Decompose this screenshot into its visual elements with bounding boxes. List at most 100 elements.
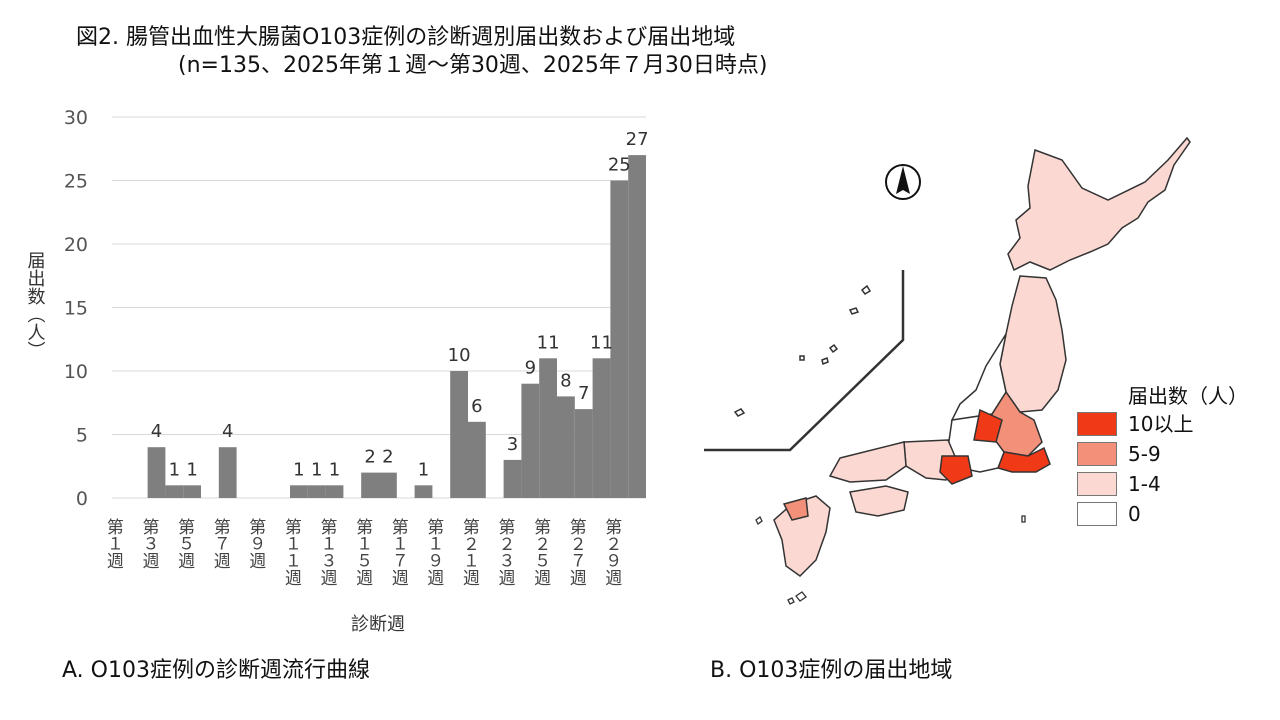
legend-swatch [1077,442,1117,466]
legend-swatch [1077,502,1117,526]
legend-swatch [1077,412,1117,436]
x-tick-label: 第９週 [245,518,265,569]
data-label: 6 [471,396,482,417]
data-label: 1 [329,459,340,480]
bar [610,180,629,498]
data-label: 2 [382,447,393,468]
data-label: 25 [608,155,631,176]
figure-title: 図2. 腸管出血性大腸菌O103症例の診断週別届出数および届出地域 (n=135… [76,24,768,80]
x-tick-label: 第２７週 [566,518,587,586]
data-label: 10 [448,345,471,366]
data-label: 11 [537,332,560,353]
data-label: 3 [507,434,518,455]
x-tick-label: 第１３週 [317,518,338,586]
x-tick-label: 第１週 [103,518,124,569]
data-label: 27 [626,129,649,150]
data-label: 9 [525,358,536,379]
legend-title: 届出数（人） [1128,384,1248,408]
legend-swatch [1077,472,1117,496]
legend-label: 10以上 [1128,412,1194,436]
legend-label: 1-4 [1128,472,1161,496]
kyushu-region [773,495,831,577]
data-label: 1 [293,459,304,480]
bar [165,485,184,498]
tohoku-region [999,275,1067,413]
x-tick-label: 第１１週 [281,518,302,586]
x-tick-label: 第２５週 [530,518,551,586]
data-label: 4 [151,421,162,442]
okinawa-inset-frame [704,270,905,452]
bars [147,155,646,498]
x-tick-label: 第２３週 [495,518,516,586]
y-tick-label: 20 [64,234,88,256]
bar [468,421,486,498]
bar [628,155,646,498]
legend-item: 10以上 [1074,410,1280,438]
data-label: 1 [418,459,429,480]
legend-label: 0 [1128,502,1141,526]
tokai-region [973,408,1003,443]
bar [557,396,575,498]
shikoku-region [849,485,909,517]
x-tick-label: 第１９週 [423,518,444,586]
bar [450,371,468,498]
x-tick-label: 第５週 [174,518,195,569]
data-label: 7 [578,383,589,404]
fukuoka-region [782,497,809,521]
map-caption: B. O103症例の届出地域 [710,658,953,683]
kinki-red-region [939,455,973,485]
bar [183,485,201,498]
legend-item: 0 [1074,500,1280,528]
data-label: 1 [169,459,180,480]
legend-label: 5-9 [1128,442,1161,466]
x-tick-label: 第１５週 [352,518,373,586]
bar [361,472,379,498]
y-tick-label: 30 [64,107,88,129]
x-tick-label: 第２１週 [459,518,480,586]
data-label: 11 [590,332,613,353]
chart-caption: A. O103症例の診断週流行曲線 [62,658,370,683]
data-label: 4 [222,421,233,442]
bar [503,459,522,498]
data-label: 2 [364,447,375,468]
bar [539,358,557,498]
bar [325,485,344,498]
hokkaido-region [1007,136,1191,272]
bar [592,358,611,498]
y-axis-ticks: 0 5 10 15 20 25 30 [64,107,88,510]
x-tick-label: 第７週 [210,518,231,569]
y-tick-label: 10 [64,361,88,383]
figure-title-line1: 図2. 腸管出血性大腸菌O103症例の診断週別届出数および届出地域 [76,25,736,50]
okinawa-islands [733,284,872,417]
bar [218,447,237,498]
kanto-south-region [997,446,1051,473]
x-tick-label: 第１７週 [388,518,409,586]
hokuriku-region [950,333,1007,421]
y-tick-label: 15 [64,298,88,320]
north-arrow-icon [885,164,921,200]
bar [414,485,433,498]
bar [521,383,540,498]
x-axis-ticks: 第１週 第３週 第５週 第７週 第９週 第１１週 第１３週 第１５週 第１７週 第１９週 第２１週第… [103,518,622,586]
chugoku-region [828,441,907,483]
bar [147,447,166,498]
y-tick-label: 5 [76,425,88,447]
data-label: 1 [311,459,322,480]
figure-title-line2: (n=135、2025年第１週～第30週、2025年７月30日時点) [178,53,768,78]
y-tick-label: 25 [64,171,88,193]
x-tick-label: 第２９週 [601,518,622,586]
data-label: 1 [186,459,197,480]
bar [290,485,308,498]
x-tick-label: 第３週 [139,518,160,569]
small-islands [755,515,1026,605]
legend-item: 5-9 [1074,440,1280,468]
legend-item: 1-4 [1074,470,1280,498]
x-axis-title: 診断週 [351,614,405,635]
bar [379,472,397,498]
bar [307,485,326,498]
y-axis-title: 届出数（人） [25,251,46,359]
bar [574,409,593,498]
japan-map [704,136,1191,605]
